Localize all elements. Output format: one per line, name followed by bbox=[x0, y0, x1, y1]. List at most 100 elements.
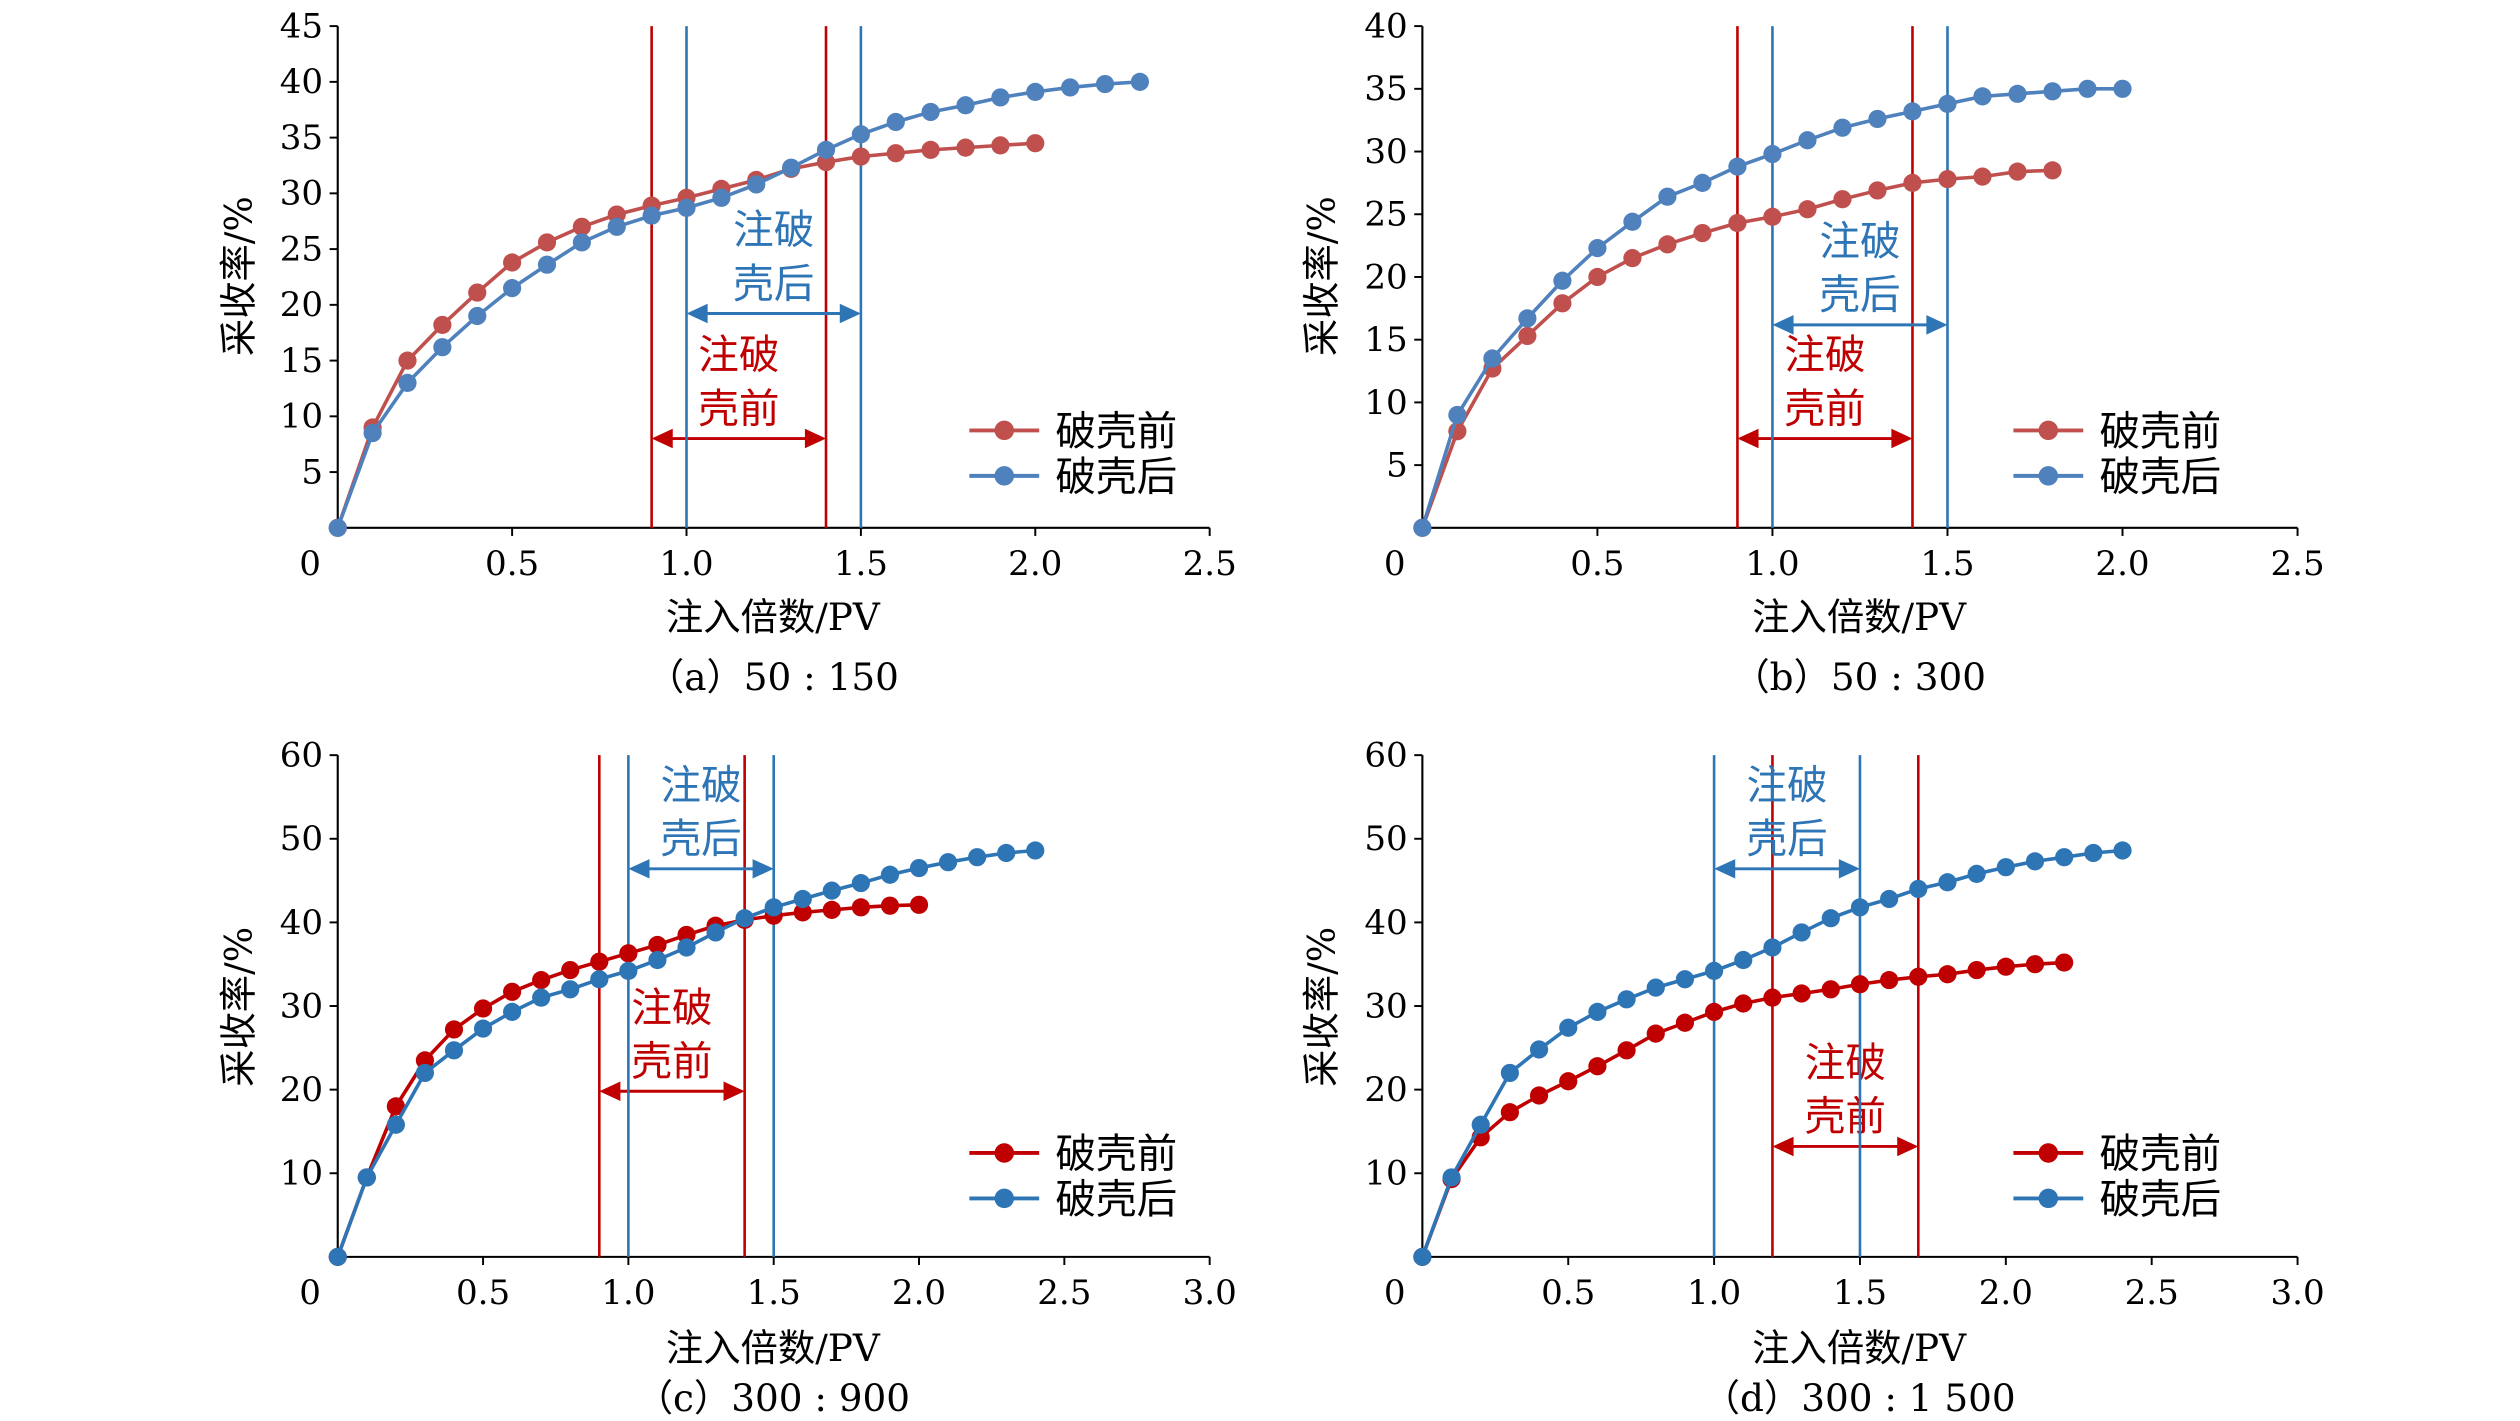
data-point bbox=[2055, 848, 2074, 867]
arrowhead-right-icon bbox=[1926, 315, 1948, 335]
data-point bbox=[1903, 173, 1922, 192]
data-point bbox=[938, 853, 958, 872]
data-point bbox=[1967, 864, 1986, 883]
x-tick-label: 2.5 bbox=[1037, 1273, 1091, 1313]
window-label: 注破 bbox=[1819, 217, 1900, 265]
data-point bbox=[1658, 235, 1677, 254]
x-tick-label: 0.5 bbox=[456, 1273, 510, 1313]
data-point bbox=[1500, 1103, 1519, 1122]
data-point bbox=[1559, 1018, 1578, 1037]
data-point bbox=[1996, 957, 2015, 976]
data-point bbox=[561, 980, 580, 999]
y-tick-label: 40 bbox=[280, 62, 323, 102]
window-label: 注破 bbox=[1805, 1039, 1886, 1087]
y-tick-label: 10 bbox=[280, 1154, 323, 1194]
data-point bbox=[473, 1019, 493, 1038]
arrowhead-right-icon bbox=[752, 859, 774, 879]
x-tick-label: 0 bbox=[1384, 544, 1406, 584]
data-point bbox=[1095, 74, 1115, 94]
data-point bbox=[1996, 858, 2015, 877]
data-point bbox=[1909, 879, 1928, 899]
x-tick-label: 1.0 bbox=[601, 1273, 655, 1313]
data-point bbox=[328, 1247, 347, 1266]
data-point bbox=[991, 88, 1010, 107]
data-point bbox=[793, 889, 812, 909]
data-point bbox=[415, 1063, 435, 1083]
data-point bbox=[677, 198, 696, 217]
data-point bbox=[747, 175, 766, 194]
y-tick-label: 30 bbox=[280, 986, 323, 1026]
data-point bbox=[1967, 960, 1986, 980]
legend-label: 破壳前 bbox=[2099, 407, 2221, 455]
data-point bbox=[1734, 994, 1753, 1013]
series-1 bbox=[1413, 953, 2074, 1266]
chart-panel-d: 0 0.5 1.0 1.5 2.0 2.5 3.0 10 20 30 40 50 60 注入倍数/PV 采收… bbox=[1300, 736, 2325, 1421]
x-axis-label: 注入倍数/PV bbox=[1752, 1326, 1967, 1370]
data-point bbox=[921, 140, 940, 159]
data-point bbox=[677, 925, 696, 945]
y-tick-label: 60 bbox=[1364, 736, 1407, 776]
y-tick-label: 30 bbox=[280, 174, 323, 214]
data-point bbox=[619, 961, 638, 980]
y-tick-label: 5 bbox=[1386, 445, 1408, 485]
legend-marker bbox=[2038, 1143, 2059, 1163]
data-point bbox=[537, 255, 557, 274]
data-point bbox=[1026, 82, 1045, 101]
data-point bbox=[607, 217, 626, 236]
data-point bbox=[886, 144, 905, 163]
data-point bbox=[1798, 131, 1817, 150]
arrowhead-right-icon bbox=[1891, 428, 1913, 449]
data-point bbox=[561, 960, 580, 980]
window-label: 壳后 bbox=[660, 815, 741, 863]
y-axis-label: 采收率/% bbox=[1300, 196, 1344, 356]
data-point bbox=[1821, 980, 1840, 999]
y-tick-label: 30 bbox=[1364, 132, 1407, 172]
x-tick-label: 1.5 bbox=[834, 544, 888, 584]
y-axis-label: 采收率/% bbox=[1300, 927, 1344, 1087]
data-point bbox=[822, 900, 841, 919]
y-tick-label: 60 bbox=[280, 736, 323, 776]
data-point bbox=[1658, 187, 1677, 206]
x-tick-label: 0 bbox=[1384, 1273, 1406, 1313]
y-tick-label: 50 bbox=[280, 819, 323, 859]
data-point bbox=[1973, 87, 1992, 106]
y-tick-label: 15 bbox=[1364, 320, 1407, 360]
x-tick-label: 1.0 bbox=[659, 544, 713, 584]
data-point bbox=[909, 895, 929, 914]
data-point bbox=[677, 938, 696, 957]
y-tick-label: 40 bbox=[1364, 6, 1407, 46]
y-tick-label: 35 bbox=[1364, 69, 1407, 109]
arrowhead-right-icon bbox=[1838, 859, 1860, 879]
data-point bbox=[532, 971, 551, 990]
data-point bbox=[590, 970, 609, 989]
window-label: 注破 bbox=[631, 983, 712, 1031]
y-tick-label: 40 bbox=[280, 903, 323, 943]
y-tick-label: 5 bbox=[301, 452, 323, 492]
data-point bbox=[1705, 1002, 1724, 1021]
x-tick-label: 2.5 bbox=[2270, 544, 2324, 584]
y-tick-label: 15 bbox=[280, 341, 323, 381]
window-label: 壳后 bbox=[1819, 271, 1900, 319]
legend-marker bbox=[994, 420, 1015, 441]
y-tick-label: 20 bbox=[1364, 1070, 1407, 1110]
legend-marker bbox=[2038, 466, 2059, 486]
data-point bbox=[1792, 923, 1811, 942]
data-point bbox=[1693, 173, 1712, 192]
legend-marker bbox=[2038, 1188, 2059, 1209]
legend-label: 破壳后 bbox=[1055, 452, 1177, 500]
data-point bbox=[1413, 1247, 1432, 1266]
data-point bbox=[619, 944, 638, 963]
series-2 bbox=[1413, 841, 2132, 1266]
arrowhead-left-icon bbox=[1772, 315, 1794, 335]
window-label: 壳前 bbox=[698, 384, 779, 432]
data-point bbox=[503, 1002, 522, 1021]
data-point bbox=[1518, 309, 1537, 328]
data-point bbox=[1130, 72, 1150, 91]
data-point bbox=[2008, 84, 2027, 103]
window-label: 壳后 bbox=[1746, 815, 1827, 863]
data-point bbox=[2043, 161, 2062, 180]
